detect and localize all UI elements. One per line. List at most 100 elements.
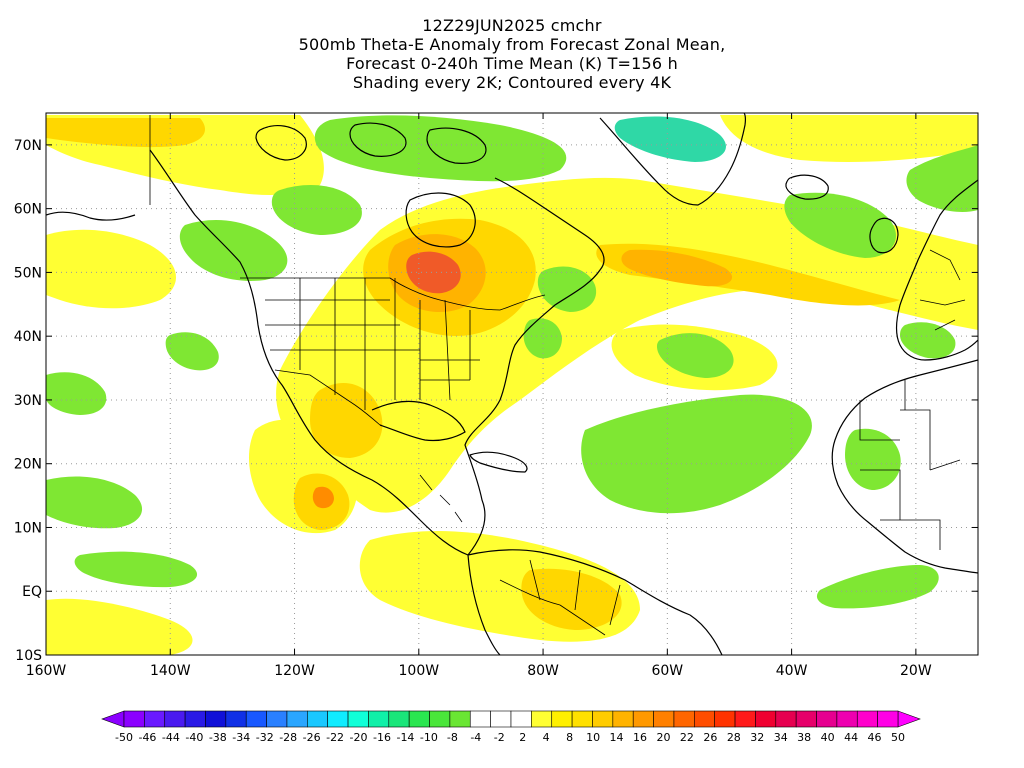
negative-anomaly-region-mediterranean <box>900 322 956 359</box>
colorbar-swatch <box>184 710 206 728</box>
colorbar-label: -34 <box>232 731 250 744</box>
negative-anomaly-region-pacific-mid <box>46 476 143 529</box>
colorbar-swatch <box>286 710 308 728</box>
colorbar-label: 16 <box>633 731 647 744</box>
colorbar-label: 32 <box>750 731 764 744</box>
colorbar-label: -22 <box>326 731 344 744</box>
coastline-greenland <box>599 113 747 206</box>
lat-tick-label: 20N <box>14 457 42 473</box>
colorbar-swatch <box>816 710 838 728</box>
coastlines <box>46 113 978 655</box>
border-us-states-grid <box>265 278 480 410</box>
lon-tick-label: 20W <box>900 663 932 679</box>
colorbar-label: 40 <box>821 731 835 744</box>
colorbar-swatch <box>795 710 817 728</box>
title-line-2: 500mb Theta-E Anomaly from Forecast Zona… <box>298 35 726 54</box>
colorbar-swatch <box>123 710 145 728</box>
colorbar-swatch <box>510 710 532 728</box>
peak-anomaly-core <box>406 251 461 294</box>
title-line-1: 12Z29JUN2025 cmchr <box>422 16 602 35</box>
coastline-alaska-islands <box>46 211 136 221</box>
lon-tick-label: 60W <box>651 663 683 679</box>
political-borders <box>149 115 966 636</box>
colorbar-swatch <box>877 710 899 728</box>
colorbar-swatch <box>714 710 736 728</box>
colorbar-arrow-right <box>897 710 921 728</box>
colorbar-swatch <box>775 710 797 728</box>
border-us-canada <box>240 277 546 311</box>
colorbar-label: -8 <box>447 731 458 744</box>
colorbar-arrow-left <box>101 710 125 728</box>
map-title: 12Z29JUN2025 cmchr 500mb Theta-E Anomaly… <box>0 16 1024 92</box>
border-south-america-countries <box>499 559 621 636</box>
colorbar-label: -14 <box>396 731 414 744</box>
lon-tick-label: 100W <box>399 663 440 679</box>
colorbar-label: 38 <box>797 731 811 744</box>
colorbar-swatch <box>551 710 573 728</box>
coastline-south-america <box>467 549 723 655</box>
colorbar-label: -20 <box>350 731 368 744</box>
coastline-iceland <box>785 174 829 200</box>
colorbar: -50 -46 -44 -40 -38 -34 -32 -28 -26 -22 -20 -16 -14-… <box>101 710 921 744</box>
colorbar-label: 28 <box>727 731 741 744</box>
colorbar-label: -44 <box>162 731 180 744</box>
colorbar-label: 20 <box>656 731 670 744</box>
colorbar-swatch <box>836 710 858 728</box>
strong-anomaly-region-north-atlantic <box>621 249 733 287</box>
colorbar-swatch <box>225 710 247 728</box>
colorbar-swatch <box>449 710 471 728</box>
colorbar-swatch <box>266 710 288 728</box>
colorbar-swatch <box>571 710 593 728</box>
moderate-anomaly-region-pacific-north <box>46 118 205 148</box>
colorbar-swatch <box>327 710 349 728</box>
lat-tick-label: EQ <box>22 584 42 600</box>
negative-anomaly-region-atlantic-tropics <box>581 394 812 514</box>
colorbar-label: -16 <box>373 731 391 744</box>
colorbar-swatch <box>144 710 166 728</box>
positive-anomaly-region-greenland <box>720 115 978 162</box>
colorbar-swatch <box>653 710 675 728</box>
colorbar-label: 22 <box>680 731 694 744</box>
colorbar-label: 44 <box>844 731 858 744</box>
map-frame <box>45 112 979 656</box>
colorbar-swatch <box>856 710 878 728</box>
lat-tick-label: 10N <box>14 520 42 536</box>
colorbar-label: 34 <box>774 731 788 744</box>
negative-anomaly-region-newfoundland <box>537 266 597 312</box>
colorbar-swatch <box>694 710 715 728</box>
colorbar-swatch <box>164 710 186 728</box>
positive-anomaly-region-pacific-mid <box>46 229 177 309</box>
border-us-mexico <box>274 369 381 426</box>
negative-anomaly-region-east-atlantic <box>656 333 734 378</box>
negative-anomaly-region-arctic-canada <box>314 115 567 182</box>
lat-tick-label: 60N <box>14 202 42 218</box>
lon-tick-label: 80W <box>527 663 559 679</box>
lon-tick-label: 120W <box>274 663 315 679</box>
colorbar-label: 8 <box>566 731 573 744</box>
moderate-anomaly-region-amazon <box>521 568 622 630</box>
lon-tick-label: 160W <box>26 663 67 679</box>
anomaly-shading <box>46 115 978 655</box>
colorbar-label: -2 <box>494 731 505 744</box>
colorbar-label: -40 <box>185 731 203 744</box>
coastline-cuba <box>469 451 528 473</box>
coastline-north-america-east <box>464 177 605 556</box>
negative-anomaly-region-north-sea <box>784 192 896 258</box>
negative-anomaly-region-greenland <box>614 116 726 162</box>
colorbar-swatch <box>205 710 227 728</box>
colorbar-label: -10 <box>420 731 438 744</box>
colorbar-label: 46 <box>868 731 882 744</box>
colorbar-swatch <box>755 710 777 728</box>
lat-tick-label: 50N <box>14 265 42 281</box>
colorbar-swatch <box>531 710 553 728</box>
colorbar-label: -50 <box>115 731 133 744</box>
lat-tick-label: 30N <box>14 393 42 409</box>
colorbar-swatch <box>429 710 451 728</box>
hurricane-core <box>312 486 334 509</box>
coastline-europe <box>896 179 978 361</box>
colorbar-label: 4 <box>543 731 550 744</box>
border-europe-countries <box>919 249 966 331</box>
colorbar-label: -28 <box>279 731 297 744</box>
border-africa-countries <box>859 380 961 550</box>
